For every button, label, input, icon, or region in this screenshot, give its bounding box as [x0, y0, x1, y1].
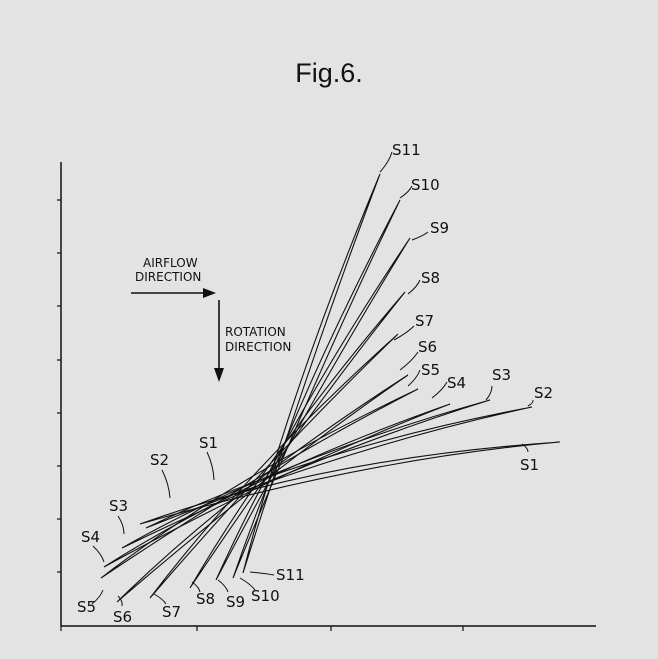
- blade-section-s11: [242, 173, 381, 574]
- airflow-label-line1: AIRFLOW: [143, 256, 198, 270]
- section-label-trailing-s9: S9: [430, 219, 449, 237]
- leader-line: [206, 451, 215, 481]
- x-axis-ticks: [60, 626, 464, 631]
- rotation-arrow-icon: [214, 300, 224, 382]
- leader-line: [521, 443, 529, 453]
- blade-section-s10: [232, 199, 401, 579]
- leader-line: [161, 469, 171, 499]
- section-label-trailing-s3: S3: [492, 366, 511, 384]
- section-label-leading-s2: S2: [150, 451, 169, 469]
- blade-section-s8: [189, 291, 406, 589]
- leader-line: [399, 351, 419, 371]
- label-leaders: [91, 151, 534, 607]
- rotation-label-line1: ROTATION: [225, 325, 286, 339]
- section-label-trailing-s8: S8: [421, 269, 440, 287]
- axes: [57, 162, 596, 631]
- leader-line: [191, 581, 201, 593]
- section-label-trailing-s1: S1: [520, 456, 539, 474]
- airflow-arrow-icon: [131, 288, 216, 298]
- section-label-leading-s3: S3: [109, 497, 128, 515]
- leader-line: [407, 279, 421, 295]
- leader-line: [393, 325, 415, 341]
- blade-section-s1: [139, 441, 561, 525]
- section-label-leading-s1: S1: [199, 434, 218, 452]
- section-label-trailing-s2: S2: [534, 384, 553, 402]
- airflow-annotation: AIRFLOW DIRECTION: [131, 256, 216, 298]
- airflow-label-line2: DIRECTION: [135, 270, 201, 284]
- leader-line: [239, 577, 256, 591]
- leader-line: [249, 571, 275, 576]
- leader-line: [527, 399, 534, 407]
- leader-line: [407, 369, 421, 387]
- blade-sections: [100, 173, 561, 603]
- section-label-trailing-s10: S10: [411, 176, 440, 194]
- leader-line: [117, 515, 125, 535]
- blade-section-s9: [215, 237, 411, 581]
- figure-title: Fig.6.: [295, 58, 363, 88]
- section-label-leading-s10: S10: [251, 587, 280, 605]
- section-label-leading-s8: S8: [196, 590, 215, 608]
- section-label-leading-s9: S9: [226, 593, 245, 611]
- section-label-trailing-s11: S11: [392, 141, 421, 159]
- rotation-label-line2: DIRECTION: [225, 340, 291, 354]
- blade-section-s6: [116, 374, 409, 603]
- leader-line: [92, 545, 105, 563]
- leader-line: [379, 151, 393, 173]
- leader-line: [153, 593, 167, 605]
- blade-section-s4: [103, 403, 451, 568]
- leader-line: [91, 589, 104, 605]
- rotation-annotation: ROTATION DIRECTION: [214, 300, 291, 382]
- section-label-trailing-s6: S6: [418, 338, 437, 356]
- section-label-leading-s5: S5: [77, 598, 96, 616]
- section-label-trailing-s5: S5: [421, 361, 440, 379]
- leader-line: [431, 381, 448, 399]
- section-labels: S1 S1 S2 S2 S3 S3 S4 S4 S5 S5 S6 S6 S7 S7 S8 S8 S9 S9 S10 S…: [77, 141, 553, 626]
- leader-line: [399, 185, 413, 199]
- section-label-leading-s6: S6: [113, 608, 132, 626]
- blade-section-s7: [149, 333, 399, 599]
- section-label-trailing-s7: S7: [415, 312, 434, 330]
- leader-line: [411, 231, 429, 241]
- section-label-leading-s11: S11: [276, 566, 305, 584]
- leader-line: [485, 385, 493, 401]
- y-axis-ticks: [57, 199, 61, 573]
- blade-section-s5: [100, 388, 419, 579]
- leader-line: [117, 595, 123, 607]
- section-label-trailing-s4: S4: [447, 374, 466, 392]
- leader-line: [217, 579, 229, 593]
- section-label-leading-s4: S4: [81, 528, 100, 546]
- section-label-leading-s7: S7: [162, 603, 181, 621]
